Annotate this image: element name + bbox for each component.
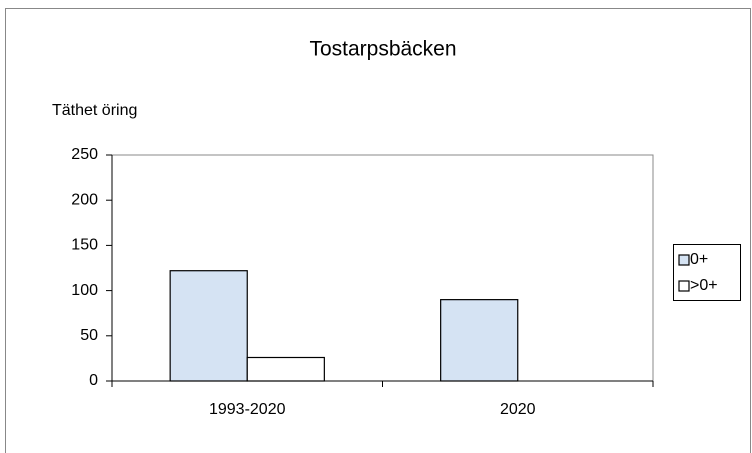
y-tick-label: 200	[71, 191, 98, 208]
y-tick-label: 50	[80, 327, 98, 344]
plot-frame	[112, 154, 654, 381]
x-tick-label: 2020	[500, 401, 536, 418]
y-axis-label: Täthet öring	[52, 102, 137, 119]
chart-border	[5, 8, 751, 453]
legend-swatch	[678, 254, 690, 266]
legend-swatch	[678, 280, 690, 292]
legend-label: >0+	[690, 277, 718, 294]
bar	[440, 299, 519, 382]
y-tick-label: 150	[71, 237, 98, 254]
bar	[246, 356, 325, 382]
legend-label: 0+	[690, 251, 708, 268]
y-tick-label: 250	[71, 146, 98, 163]
bar	[169, 270, 248, 382]
y-tick-label: 0	[89, 372, 98, 389]
y-tick-label: 100	[71, 282, 98, 299]
chart-title: Tostarpsbäcken	[309, 38, 456, 61]
x-tick-label: 1993-2020	[209, 401, 286, 418]
